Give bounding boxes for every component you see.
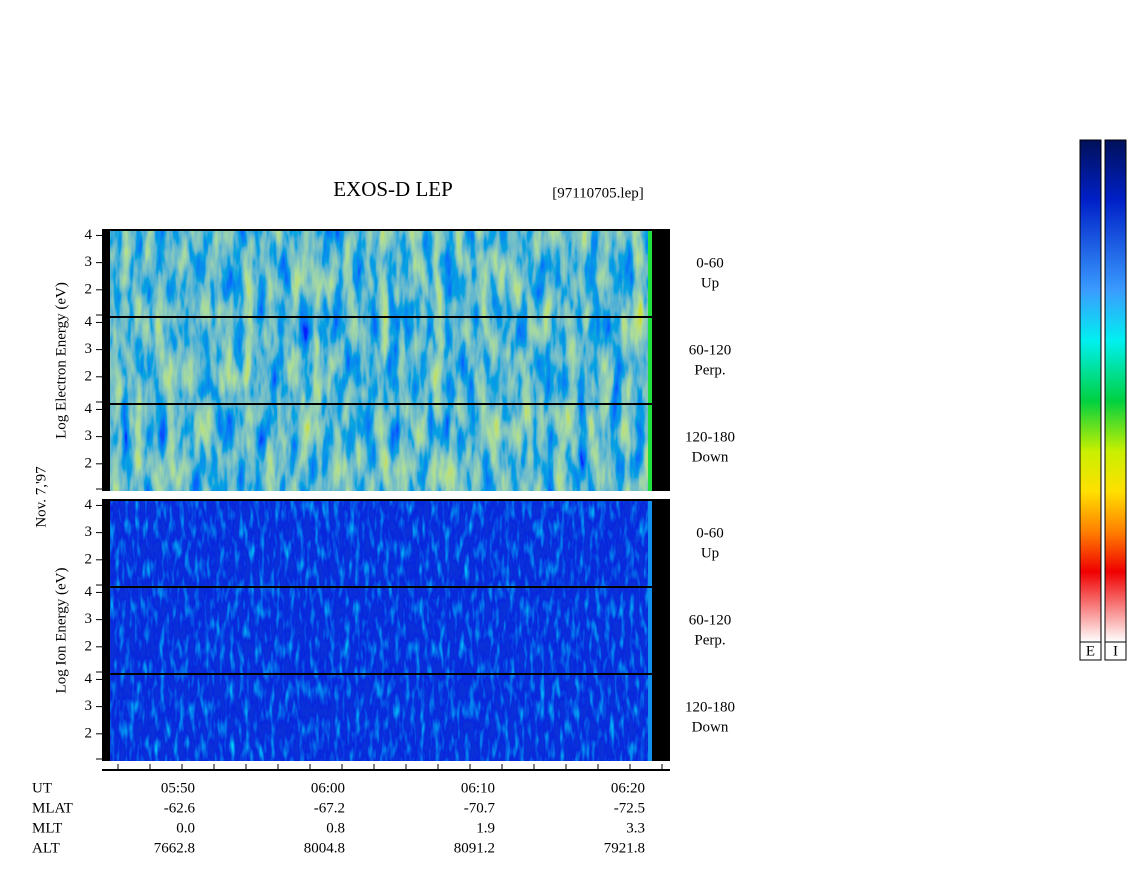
data-edge — [652, 404, 670, 491]
row-value: 0.8 — [326, 820, 345, 836]
color-bar-label-box — [1079, 641, 1102, 661]
y-tick-label: 4 — [85, 584, 93, 600]
spectrogram-texture — [110, 587, 652, 674]
y-tick-label: 4 — [85, 497, 93, 513]
y-tick-label: 2 — [85, 368, 93, 384]
row-value: 06:10 — [461, 780, 495, 796]
color-bar — [1079, 139, 1102, 643]
data-edge — [652, 230, 670, 317]
date: Nov. 7,'97 — [33, 466, 49, 528]
data-edge — [102, 587, 110, 674]
data-edge — [102, 317, 110, 404]
row-value: 06:20 — [611, 780, 645, 796]
y-tick-label: 2 — [85, 281, 93, 297]
direction-label: Perp. — [694, 362, 725, 378]
spectrogram-texture — [110, 230, 652, 317]
y-tick-label: 4 — [85, 401, 93, 417]
direction-label: Perp. — [694, 632, 725, 648]
direction-label: Down — [692, 719, 729, 735]
title: EXOS-D LEP — [333, 177, 453, 201]
row-label: MLAT — [32, 800, 73, 816]
direction-label: Up — [701, 545, 719, 561]
row-label: UT — [32, 780, 52, 796]
data-edge — [648, 404, 652, 491]
y-tick-label: 3 — [85, 341, 93, 357]
angle-label: 0-60 — [696, 255, 724, 271]
color-bar-label-box — [1104, 641, 1127, 661]
angle-label: 120-180 — [685, 429, 735, 445]
spectrogram-texture — [110, 404, 652, 491]
row-value: 06:00 — [311, 780, 345, 796]
data-edge — [102, 230, 110, 317]
row-value: 7662.8 — [154, 840, 195, 856]
row-value: -70.7 — [464, 800, 496, 816]
y-tick-label: 3 — [85, 254, 93, 270]
file-name: [97110705.lep] — [552, 185, 644, 201]
y-tick-label: 2 — [85, 725, 93, 741]
data-edge — [648, 587, 652, 674]
data-edge — [102, 404, 110, 491]
y-tick-label: 3 — [85, 698, 93, 714]
color-bar-label: E — [1086, 643, 1095, 659]
color-bar — [1104, 139, 1127, 643]
row-value: 0.0 — [176, 820, 195, 836]
y-tick-label: 3 — [85, 428, 93, 444]
y-axis-label: Log Electron Energy (eV) — [53, 282, 69, 439]
row-value: 05:50 — [161, 780, 195, 796]
data-edge — [102, 500, 110, 587]
row-value: 7921.8 — [604, 840, 645, 856]
angle-label: 60-120 — [689, 612, 732, 628]
direction-label: Up — [701, 275, 719, 291]
row-label: MLT — [32, 820, 62, 836]
y-tick-label: 2 — [85, 551, 93, 567]
row-value: 1.9 — [476, 820, 495, 836]
row-value: -72.5 — [614, 800, 645, 816]
y-tick-label: 3 — [85, 524, 93, 540]
data-edge — [652, 500, 670, 587]
angle-label: 0-60 — [696, 525, 724, 541]
row-label: ALT — [32, 840, 60, 856]
data-edge — [102, 674, 110, 761]
row-value: -67.2 — [314, 800, 345, 816]
row-value: 8004.8 — [304, 840, 345, 856]
y-tick-label: 2 — [85, 638, 93, 654]
direction-label: Down — [692, 449, 729, 465]
data-edge — [648, 230, 652, 317]
y-tick-label: 4 — [85, 671, 93, 687]
spectrogram-texture — [110, 500, 652, 587]
y-tick-label: 4 — [85, 314, 93, 330]
color-bar-label: I — [1113, 643, 1118, 659]
y-tick-label: 4 — [85, 227, 93, 243]
row-value: -62.6 — [164, 800, 196, 816]
y-tick-label: 3 — [85, 611, 93, 627]
data-edge — [648, 500, 652, 587]
data-edge — [648, 317, 652, 404]
data-edge — [652, 317, 670, 404]
spectrogram-texture — [110, 674, 652, 761]
data-edge — [652, 587, 670, 674]
row-value: 3.3 — [626, 820, 645, 836]
data-edge — [648, 674, 652, 761]
row-value: 8091.2 — [454, 840, 495, 856]
y-axis-label: Log Ion Energy (eV) — [53, 568, 69, 694]
angle-label: 120-180 — [685, 699, 735, 715]
y-tick-label: 2 — [85, 455, 93, 471]
spectrogram-texture — [110, 317, 652, 404]
angle-label: 60-120 — [689, 342, 732, 358]
data-edge — [652, 674, 670, 761]
